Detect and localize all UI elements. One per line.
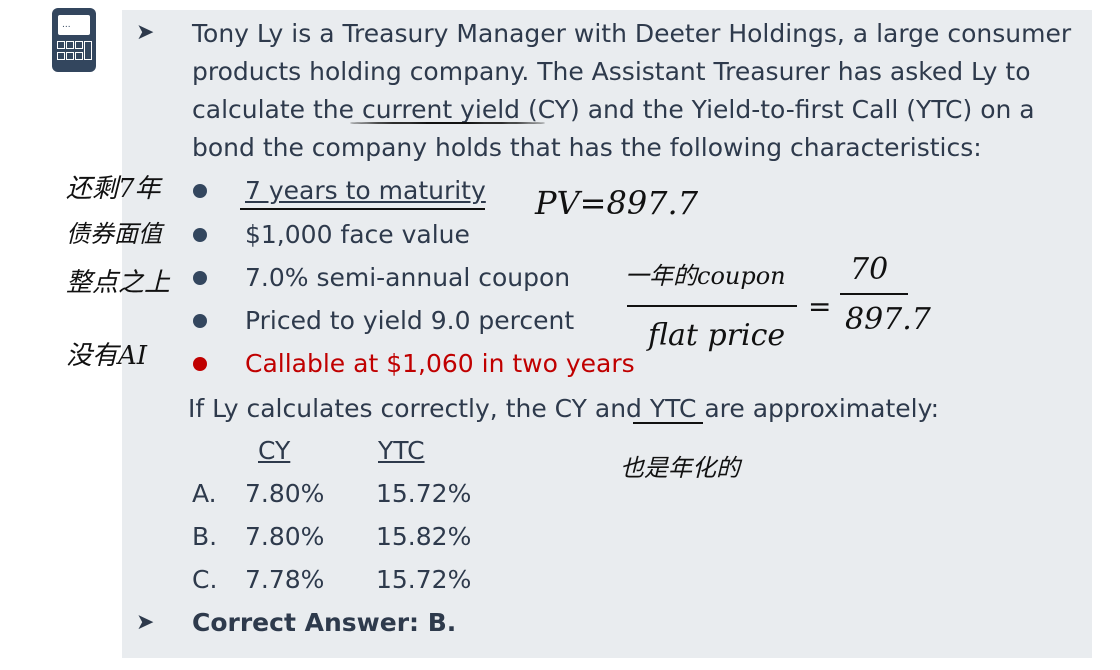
handwritten-note: 还剩7年 bbox=[66, 174, 161, 204]
header-cy: CY bbox=[258, 436, 291, 465]
correct-answer: Correct Answer: B. bbox=[192, 608, 457, 637]
handwritten-den2: 897.7 bbox=[845, 302, 931, 337]
option-cy: 7.78% bbox=[245, 565, 325, 594]
header-ytc: YTC bbox=[378, 436, 425, 465]
intro-line: bond the company holds that has the foll… bbox=[192, 133, 982, 162]
handwritten-equals: = bbox=[808, 290, 832, 323]
bullet-dot bbox=[193, 271, 207, 285]
handwritten-note: 没有AI bbox=[66, 341, 148, 371]
intro-line: calculate the current yield (CY) and the… bbox=[192, 95, 1035, 124]
bullet-item: $1,000 face value bbox=[245, 220, 470, 249]
handwritten-note: 债券面值 bbox=[66, 220, 162, 248]
handwritten-underline bbox=[350, 122, 545, 124]
option-label: C. bbox=[192, 565, 218, 594]
option-ytc: 15.72% bbox=[376, 479, 472, 508]
handwritten-num2: 70 bbox=[850, 252, 889, 287]
handwritten-underline bbox=[633, 422, 703, 424]
calculator-icon: ... bbox=[52, 8, 96, 72]
slide-panel bbox=[122, 10, 1092, 658]
option-cy: 7.80% bbox=[245, 522, 325, 551]
handwritten-underline bbox=[240, 208, 485, 210]
bullet-dot bbox=[193, 228, 207, 242]
question: If Ly calculates correctly, the CY and Y… bbox=[188, 394, 939, 423]
option-ytc: 15.82% bbox=[376, 522, 472, 551]
handwritten-pv: PV=897.7 bbox=[535, 184, 699, 222]
handwritten-numerator: 一年的coupon bbox=[625, 262, 786, 290]
intro-line: Tony Ly is a Treasury Manager with Deete… bbox=[192, 19, 1072, 48]
bullet-dot bbox=[193, 184, 207, 198]
bullet-dot bbox=[193, 314, 207, 328]
fraction-bar bbox=[840, 293, 908, 295]
arrow-bullet-icon: ➤ bbox=[136, 20, 155, 45]
fraction-bar bbox=[627, 305, 797, 307]
option-label: A. bbox=[192, 479, 217, 508]
bullet-item: Priced to yield 9.0 percent bbox=[245, 306, 575, 335]
bullet-item: 7.0% semi-annual coupon bbox=[245, 263, 571, 292]
intro-line: products holding company. The Assistant … bbox=[192, 57, 1031, 86]
handwritten-note: 整点之上 bbox=[66, 268, 171, 298]
option-label: B. bbox=[192, 522, 218, 551]
bullet-item-callable: Callable at $1,060 in two years bbox=[245, 349, 635, 378]
option-ytc: 15.72% bbox=[376, 565, 472, 594]
bullet-item: 7 years to maturity bbox=[245, 176, 486, 205]
handwritten-denominator: flat price bbox=[648, 318, 786, 353]
handwritten-note: 也是年化的 bbox=[620, 454, 740, 482]
option-cy: 7.80% bbox=[245, 479, 325, 508]
bullet-dot bbox=[193, 357, 207, 371]
arrow-bullet-icon: ➤ bbox=[136, 610, 155, 635]
